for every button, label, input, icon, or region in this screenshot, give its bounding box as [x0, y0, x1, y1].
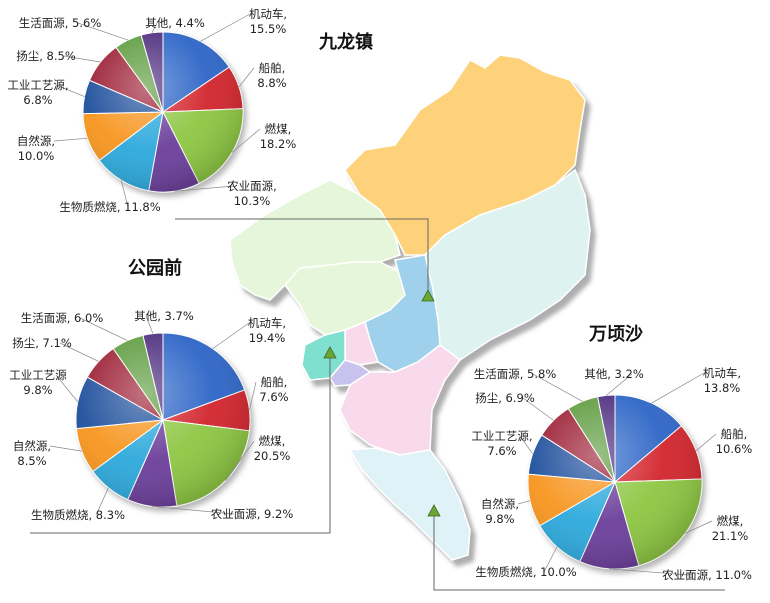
leader-line	[55, 84, 85, 97]
map-region-north	[344, 54, 586, 256]
site-title-gongyuanqian: 公园前	[128, 257, 182, 279]
leader-line	[517, 500, 531, 505]
connector-lines	[30, 218, 725, 591]
leader-line	[685, 520, 713, 534]
leader-line	[55, 374, 79, 403]
leader-line	[543, 546, 558, 573]
data-label: 自然源, 10.0%	[17, 134, 55, 163]
district-map	[229, 54, 591, 561]
connector-jiulongzhen	[175, 218, 429, 290]
leader-line	[49, 445, 82, 452]
data-label: 扬尘, 6.9%	[475, 391, 535, 405]
leader-line	[53, 137, 88, 142]
connector-wanqingsha	[433, 516, 725, 591]
leader-line	[231, 128, 261, 153]
leader-line	[212, 322, 250, 349]
data-label: 燃煤, 21.1%	[712, 514, 749, 543]
data-label: 生活面源, 5.8%	[474, 367, 557, 381]
leader-line	[695, 433, 717, 451]
data-label: 其他, 4.4%	[145, 16, 205, 30]
data-label: 船舶, 8.8%	[257, 61, 286, 90]
pie-chart-gongyuanqian: 机动车, 19.4% 船舶, 7.6% 燃煤, 20.5% 农业面源, 9.2% 生物质燃烧,…	[9, 309, 293, 522]
leader-line	[77, 22, 129, 41]
data-label: 生物质燃烧, 10.0%	[475, 565, 576, 579]
data-label: 燃煤, 20.5%	[254, 434, 291, 463]
data-label: 农业面源, 11.0%	[662, 568, 752, 582]
pie-chart-wanqingsha: 机动车, 13.8% 船舶, 10.6% 燃煤, 21.1% 农业面源, 11.0% 生物质燃…	[471, 366, 752, 582]
site-title-jiulongzhen: 九龙镇	[318, 31, 373, 53]
leader-line	[651, 372, 705, 404]
leader-line	[151, 22, 158, 33]
data-label: 生物质燃烧, 8.3%	[31, 508, 125, 522]
data-label: 机动车, 19.4%	[248, 316, 286, 345]
site-title-wanqingsha: 万顷沙	[588, 324, 643, 345]
pie-gloss	[83, 32, 243, 192]
data-label: 生活面源, 5.6%	[19, 16, 102, 30]
pie-chart-jiulongzhen: 机动车, 15.5% 船舶, 8.8% 燃煤, 18.2% 农业面源, 10.3% 生物质燃烧,…	[7, 7, 296, 214]
leader-line	[200, 13, 251, 42]
data-label: 生物质燃烧, 11.8%	[59, 200, 160, 214]
data-label: 农业面源, 9.2%	[211, 507, 294, 521]
pie-gloss	[528, 395, 702, 569]
data-label: 机动车, 15.5%	[249, 7, 287, 36]
data-label: 其他, 3.2%	[584, 367, 644, 381]
connector-gongyuanqian	[30, 358, 331, 534]
leader-line	[120, 180, 129, 208]
leader-line	[95, 487, 109, 516]
map-region-south	[339, 344, 462, 456]
leader-line	[63, 55, 101, 63]
data-label: 扬尘, 8.5%	[16, 49, 76, 63]
data-label: 工业工艺源 9.8%	[9, 368, 67, 397]
leader-line	[522, 397, 554, 421]
data-label: 燃煤, 18.2%	[260, 122, 297, 151]
leader-line	[519, 435, 533, 455]
data-label: 生活面源, 6.0%	[21, 311, 104, 325]
leader-line	[59, 342, 99, 362]
data-label: 农业面源, 10.3%	[227, 179, 277, 208]
leader-line	[145, 315, 154, 334]
leader-line	[174, 185, 235, 192]
leader-line	[79, 317, 128, 341]
data-label: 自然源, 8.5%	[13, 439, 51, 468]
data-label: 扬尘, 7.1%	[12, 336, 72, 350]
data-label: 工业工艺源, 7.6%	[471, 429, 532, 458]
data-label: 船舶, 7.6%	[259, 375, 288, 404]
data-label: 其他, 3.7%	[134, 309, 194, 323]
site-marker-jiulongzhen	[421, 289, 435, 302]
leader-line	[606, 373, 633, 396]
leader-line	[532, 373, 583, 402]
map-region-nansha	[348, 447, 471, 561]
pie-gloss	[76, 333, 250, 507]
leader-line	[249, 381, 257, 411]
leader-line	[238, 67, 255, 88]
leader-line	[608, 568, 690, 576]
data-label: 自然源, 9.8%	[481, 497, 519, 526]
data-label: 工业工艺源, 6.8%	[7, 78, 68, 107]
data-label: 船舶, 10.6%	[716, 427, 753, 456]
data-label: 机动车, 13.8%	[703, 366, 741, 395]
leader-line	[151, 505, 235, 515]
